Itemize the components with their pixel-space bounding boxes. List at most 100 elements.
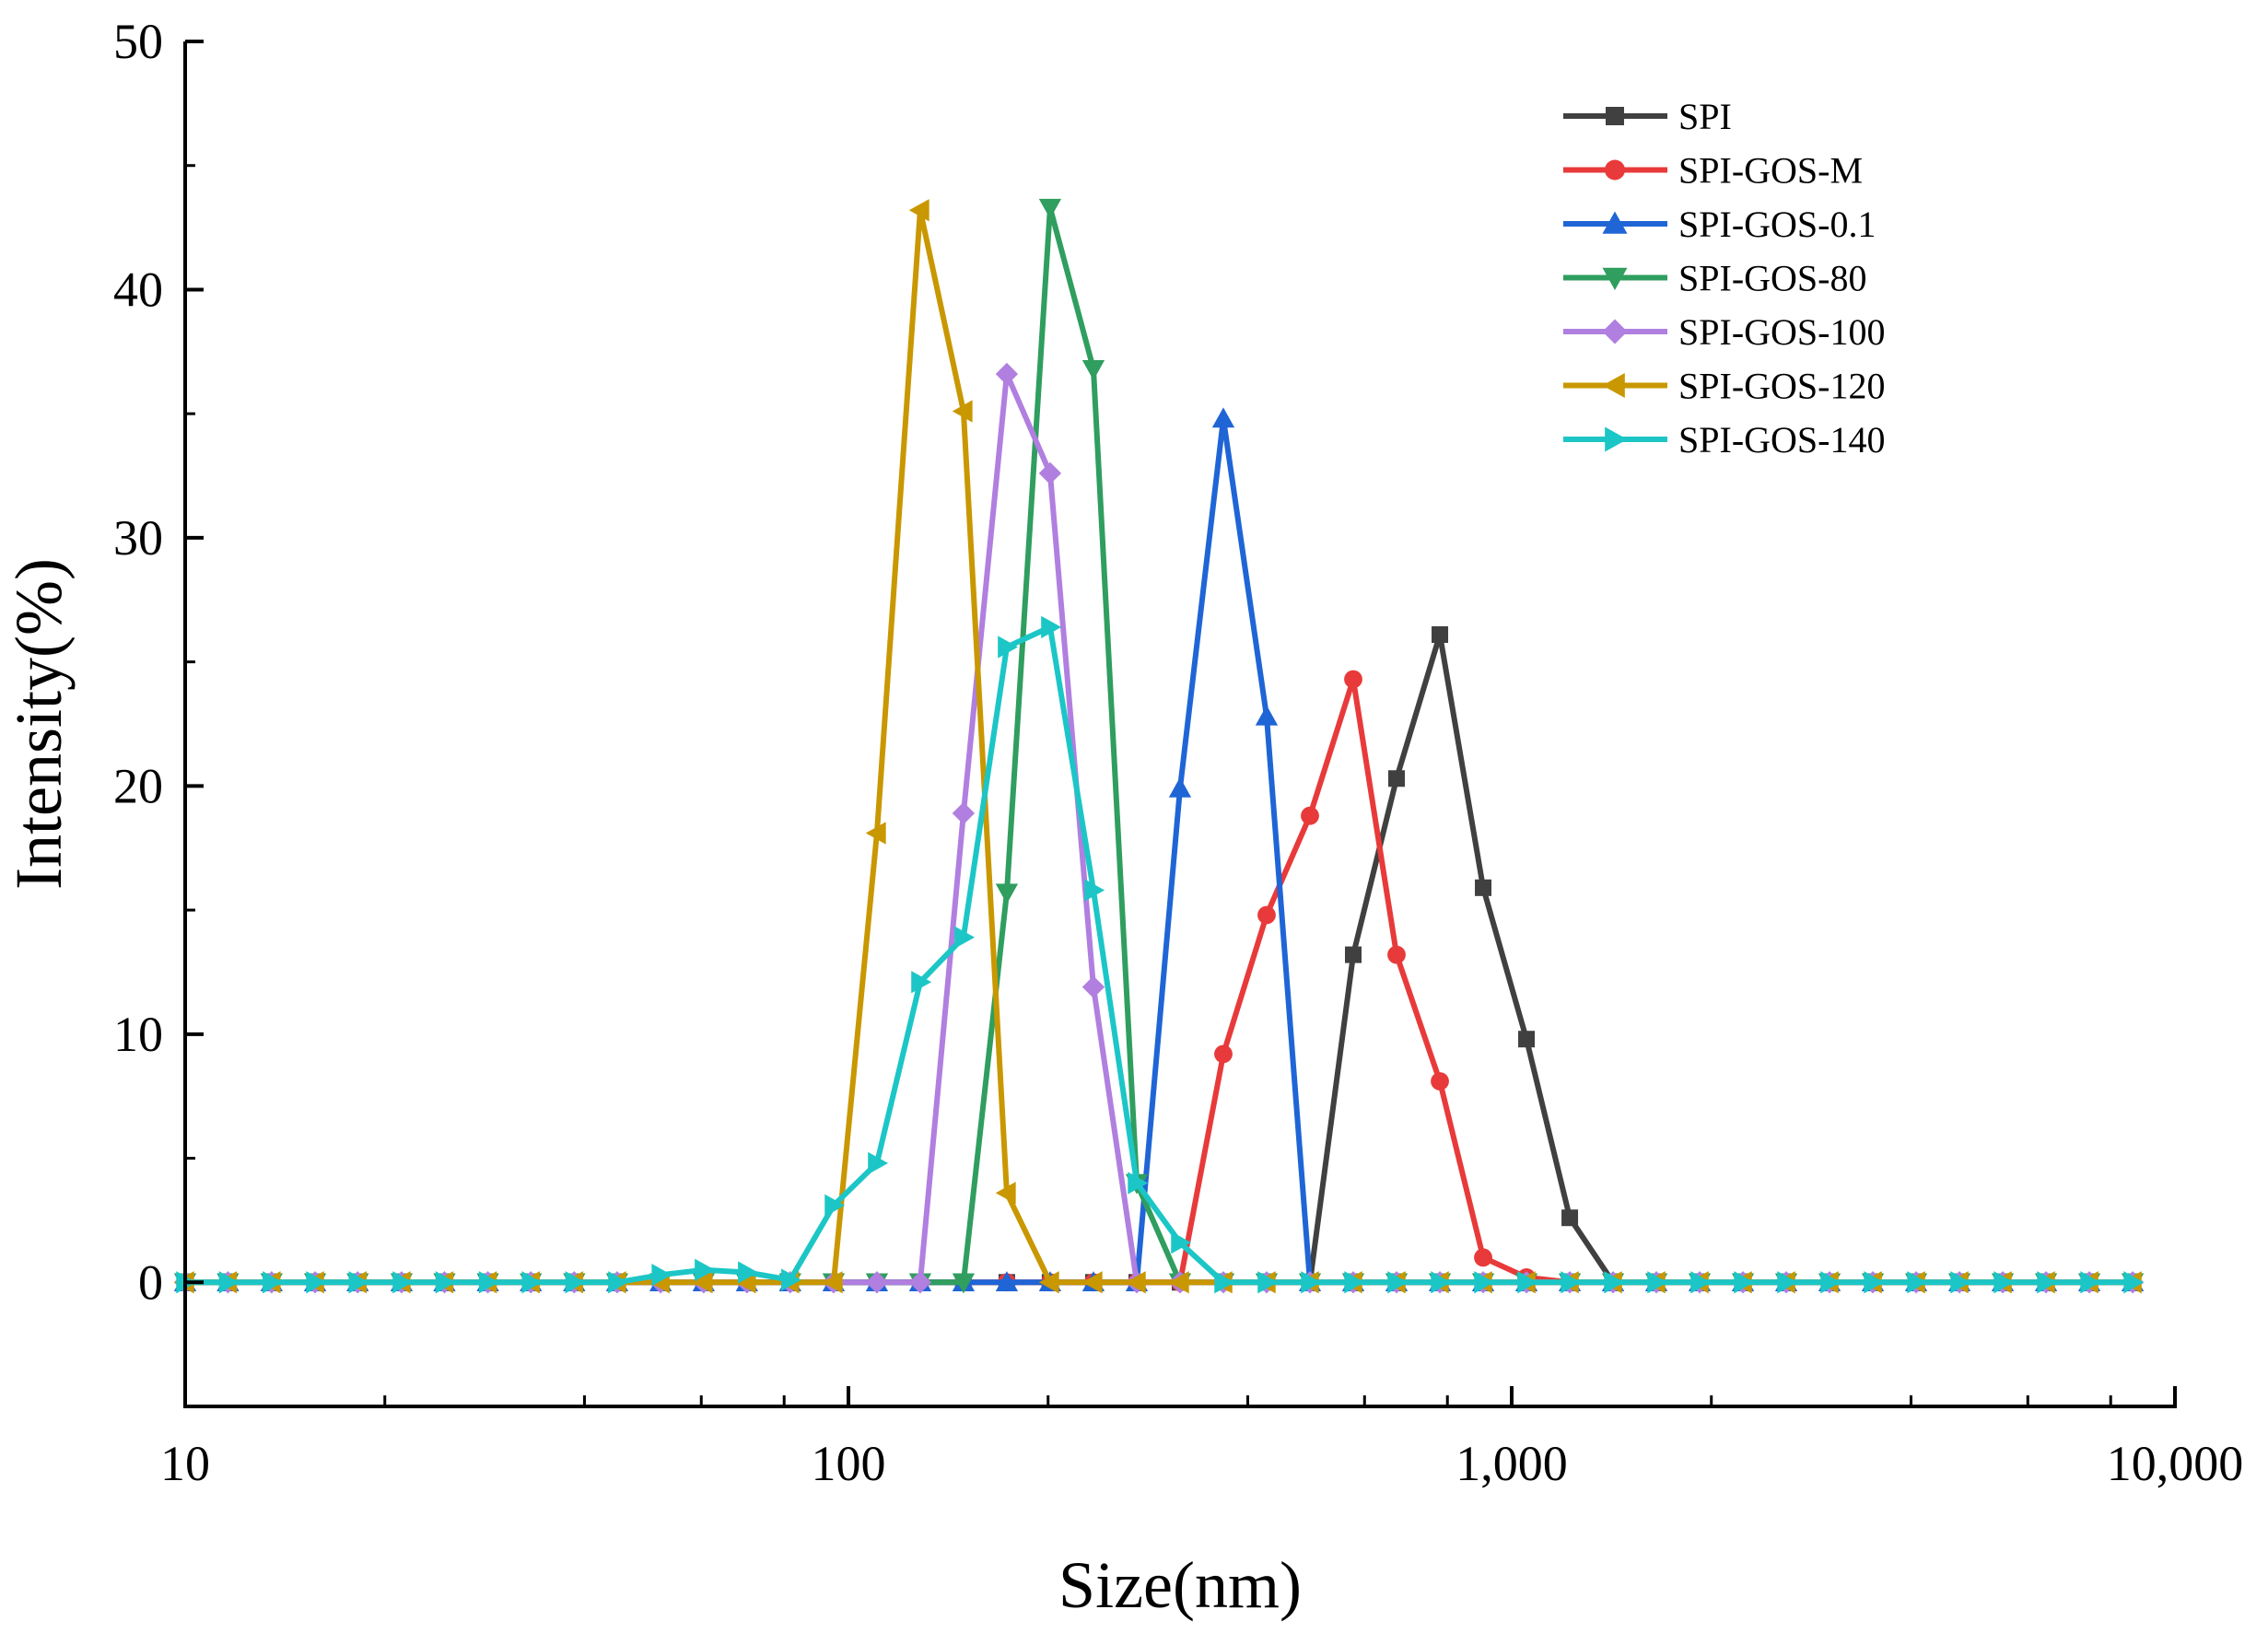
series-layer [173, 198, 2145, 1294]
data-point-SPI-GOS-M-28 [1387, 945, 1406, 964]
data-point-SPI-GOS-0.1-19 [995, 1271, 1019, 1291]
data-point-SPI-GOS-140-5 [392, 1271, 414, 1294]
data-point-SPI-GOS-140-26 [1301, 1271, 1322, 1294]
data-point-SPI-GOS-140-9 [565, 1271, 586, 1294]
data-point-SPI-27 [1344, 946, 1362, 963]
data-point-SPI-GOS-140-16 [868, 1151, 889, 1175]
data-point-SPI-GOS-140-33 [1604, 1271, 1625, 1294]
legend-marker [1602, 267, 1628, 290]
legend-marker [1602, 319, 1628, 344]
data-point-SPI-GOS-140-40 [1907, 1271, 1928, 1294]
data-point-SPI-GOS-120-19 [995, 1182, 1016, 1205]
legend: SPI SPI-GOS-M SPI-GOS-0.1 SPI-GOS-80 SPI-GOS… [1563, 96, 1885, 461]
legend-item-SPI: SPI [1563, 96, 1732, 137]
data-point-SPI-GOS-140-23 [1171, 1231, 1192, 1254]
data-point-SPI-GOS-140-34 [1647, 1271, 1668, 1294]
y-tick-label: 0 [138, 1254, 163, 1310]
legend-label: SPI [1678, 96, 1732, 137]
data-point-SPI-GOS-120-23 [1168, 1271, 1189, 1294]
data-point-SPI-GOS-140-42 [1993, 1271, 2015, 1294]
legend-marker [1605, 426, 1628, 452]
legend-item-SPI-GOS-80: SPI-GOS-80 [1563, 258, 1866, 299]
data-point-SPI-GOS-140-35 [1690, 1271, 1712, 1294]
legend-marker [1605, 159, 1625, 181]
data-point-SPI-GOS-M-27 [1344, 670, 1362, 689]
data-point-SPI-GOS-140-6 [435, 1271, 456, 1294]
data-point-SPI-GOS-140-15 [824, 1194, 846, 1217]
data-point-SPI-GOS-140-41 [1950, 1271, 1971, 1294]
data-point-SPI-30 [1475, 879, 1492, 896]
data-point-SPI-28 [1388, 770, 1406, 787]
axes [183, 41, 2177, 1408]
data-point-SPI-GOS-140-20 [1041, 615, 1062, 639]
legend-marker [1602, 373, 1625, 398]
legend-label: SPI-GOS-80 [1678, 258, 1866, 299]
legend-label: SPI-GOS-140 [1678, 419, 1885, 461]
legend-label: SPI-GOS-100 [1678, 311, 1885, 353]
y-tick-label: 40 [113, 262, 163, 317]
data-point-SPI-GOS-140-8 [521, 1271, 543, 1294]
x-axis-title: Size(nm) [1058, 1548, 1302, 1622]
data-point-SPI-GOS-140-39 [1864, 1271, 1885, 1294]
data-point-SPI-GOS-100-20 [1038, 461, 1062, 485]
data-point-SPI-GOS-140-32 [1561, 1271, 1582, 1294]
data-point-SPI-GOS-100-19 [995, 362, 1019, 386]
data-point-SPI-GOS-140-13 [738, 1261, 758, 1284]
data-point-SPI-GOS-100-18 [952, 801, 976, 825]
data-point-SPI-GOS-120-18 [952, 400, 973, 423]
legend-label: SPI-GOS-M [1678, 150, 1863, 192]
data-point-SPI-29 [1432, 625, 1449, 643]
data-point-SPI-GOS-120-20 [1038, 1271, 1059, 1294]
data-point-SPI-GOS-140-36 [1734, 1271, 1755, 1294]
data-point-SPI-GOS-140-18 [954, 926, 976, 949]
data-point-SPI-GOS-140-25 [1257, 1271, 1279, 1294]
data-point-SPI-GOS-M-30 [1474, 1248, 1492, 1267]
series-SPI-GOS-140 [176, 615, 2145, 1294]
data-point-SPI-GOS-140-7 [478, 1271, 499, 1294]
y-tick-label: 30 [113, 510, 163, 566]
data-point-SPI-GOS-140-21 [1084, 879, 1105, 902]
legend-item-SPI-GOS-M: SPI-GOS-M [1563, 150, 1863, 192]
legend-label: SPI-GOS-0.1 [1678, 204, 1876, 245]
data-point-SPI-GOS-140-44 [2080, 1271, 2101, 1294]
data-point-SPI-GOS-M-24 [1214, 1044, 1233, 1064]
y-tick-label: 50 [113, 14, 163, 69]
series-line-SPI-GOS-140 [185, 624, 2134, 1286]
legend-label: SPI-GOS-120 [1678, 366, 1885, 407]
data-point-SPI-GOS-140-12 [695, 1258, 716, 1281]
data-point-SPI-GOS-140-2 [263, 1271, 283, 1294]
data-point-SPI-31 [1518, 1031, 1536, 1048]
data-point-SPI-GOS-80-18 [952, 1273, 976, 1294]
legend-item-SPI-GOS-120: SPI-GOS-120 [1563, 366, 1885, 407]
data-point-SPI-GOS-120-13 [735, 1271, 756, 1294]
data-point-SPI-GOS-120-22 [1125, 1271, 1146, 1294]
data-point-SPI-GOS-140-10 [608, 1271, 629, 1294]
data-point-SPI-GOS-140-14 [781, 1268, 801, 1291]
data-point-SPI-GOS-80-19 [995, 883, 1019, 904]
data-point-SPI-GOS-140-45 [2123, 1271, 2145, 1294]
y-tick-label: 20 [113, 758, 163, 813]
data-point-SPI-GOS-100-17 [908, 1271, 932, 1294]
data-point-SPI-GOS-120-21 [1081, 1271, 1103, 1294]
data-point-SPI-GOS-140-3 [306, 1271, 327, 1294]
data-point-SPI-GOS-140-43 [2037, 1271, 2058, 1294]
data-point-SPI-GOS-140-30 [1474, 1271, 1495, 1294]
data-point-SPI-GOS-100-21 [1081, 975, 1105, 998]
legend-item-SPI-GOS-100: SPI-GOS-100 [1563, 311, 1885, 353]
data-point-SPI-GOS-140-24 [1214, 1271, 1235, 1294]
x-tick-label: 100 [812, 1436, 886, 1491]
legend-item-SPI-GOS-0.1: SPI-GOS-0.1 [1563, 204, 1876, 245]
data-point-SPI-GOS-M-29 [1431, 1072, 1449, 1091]
data-point-SPI-GOS-140-27 [1344, 1271, 1365, 1294]
legend-marker [1602, 211, 1628, 234]
data-point-SPI-GOS-140-4 [348, 1271, 369, 1294]
data-point-SPI-GOS-100-16 [865, 1271, 889, 1294]
data-point-SPI-GOS-140-17 [911, 971, 932, 994]
data-point-SPI-GOS-80-21 [1081, 359, 1105, 380]
legend-item-SPI-GOS-140: SPI-GOS-140 [1563, 419, 1885, 461]
data-point-SPI-GOS-120-15 [822, 1271, 843, 1294]
ticks: 10 100 1,000 10,000 0 10 20 30 40 50 [113, 14, 2243, 1491]
data-point-SPI-32 [1561, 1209, 1579, 1227]
